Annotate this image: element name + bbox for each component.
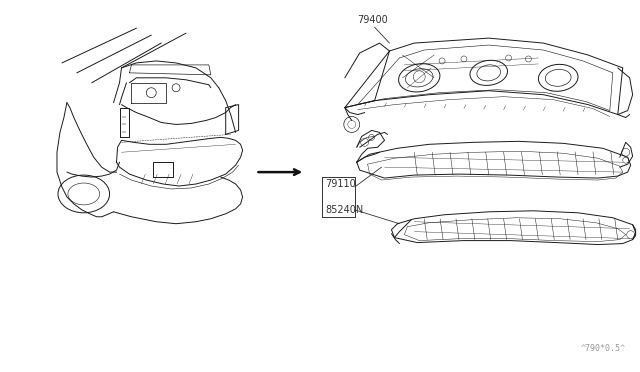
- Text: 85240N: 85240N: [325, 205, 364, 215]
- Text: ^790*0.5^: ^790*0.5^: [580, 344, 626, 353]
- Text: 79110: 79110: [325, 179, 356, 189]
- Text: 79400: 79400: [356, 15, 387, 25]
